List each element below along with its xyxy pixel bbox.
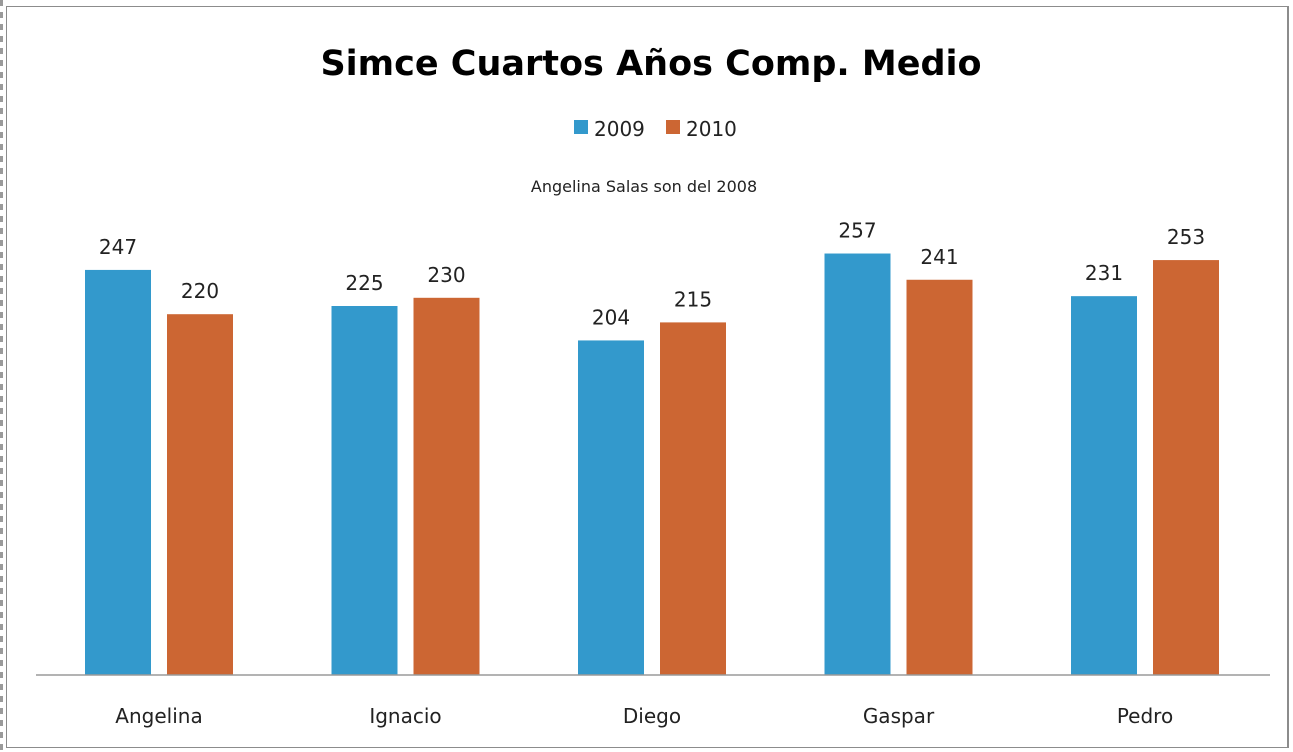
bar-diego-2010 — [660, 322, 726, 675]
value-label-diego-2009: 204 — [592, 305, 630, 329]
x-tick-label-angelina: Angelina — [115, 704, 202, 728]
legend-label-2009: 2009 — [594, 117, 645, 141]
left-edge-dashes — [0, 0, 3, 752]
legend-swatch-2009 — [574, 120, 588, 134]
bar-pedro-2010 — [1153, 260, 1219, 675]
value-label-diego-2010: 215 — [674, 287, 712, 311]
bar-ignacio-2010 — [413, 297, 480, 675]
legend-swatch-2010 — [666, 120, 680, 134]
value-label-ignacio-2009: 225 — [345, 271, 383, 295]
value-label-pedro-2010: 253 — [1167, 225, 1205, 249]
value-label-angelina-2009: 247 — [99, 235, 137, 259]
bar-gaspar-2010 — [906, 279, 973, 675]
bar-diego-2009 — [578, 340, 644, 675]
value-label-pedro-2009: 231 — [1085, 261, 1123, 285]
bar-angelina-2009 — [85, 269, 151, 675]
value-label-ignacio-2010: 230 — [427, 263, 465, 287]
legend: 2009 2010 — [574, 117, 737, 141]
x-tick-label-gaspar: Gaspar — [863, 704, 935, 728]
x-tick-label-pedro: Pedro — [1117, 704, 1173, 728]
x-tick-labels: Angelina Ignacio Diego Gaspar Pedro — [115, 704, 1173, 728]
legend-label-2010: 2010 — [686, 117, 737, 141]
x-tick-label-diego: Diego — [623, 704, 681, 728]
value-labels-group: 247 220 225 230 204 215 257 241 231 253 — [99, 219, 1205, 330]
bars-group — [85, 253, 1219, 675]
value-label-gaspar-2010: 241 — [920, 245, 958, 269]
x-tick-label-ignacio: Ignacio — [369, 704, 441, 728]
chart-annotation: Angelina Salas son del 2008 — [531, 177, 757, 196]
chart-title: Simce Cuartos Años Comp. Medio — [320, 44, 981, 84]
bar-ignacio-2009 — [331, 306, 398, 675]
bar-pedro-2009 — [1071, 296, 1137, 675]
bar-gaspar-2009 — [824, 253, 891, 675]
value-label-gaspar-2009: 257 — [838, 219, 876, 243]
bar-angelina-2010 — [167, 314, 233, 675]
value-label-angelina-2010: 220 — [181, 279, 219, 303]
